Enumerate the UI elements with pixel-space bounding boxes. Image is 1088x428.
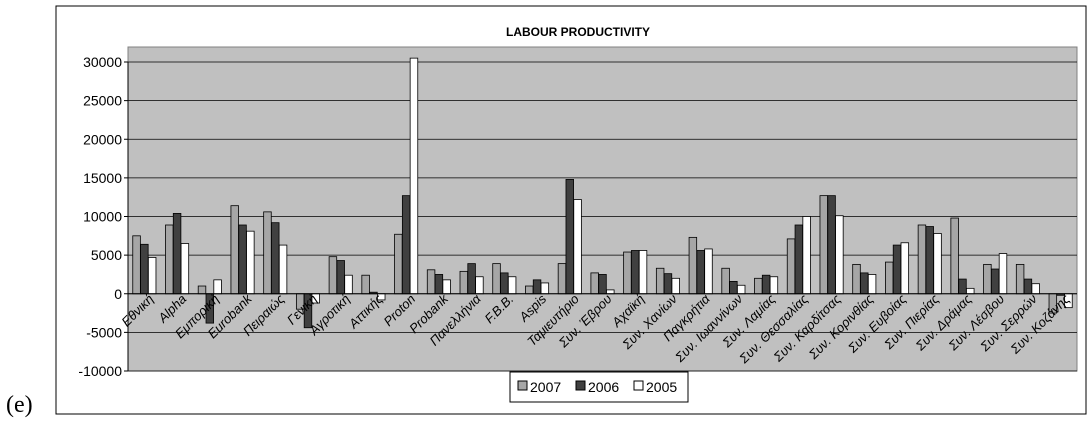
chart-title: LABOUR PRODUCTIVITY <box>506 25 650 39</box>
bar-2007-16 <box>655 267 665 295</box>
bar-2005-9 <box>442 279 451 295</box>
bar-2007-12 <box>525 285 534 295</box>
bar-2005-4 <box>278 244 288 295</box>
legend-label-2006: 2006 <box>588 379 619 395</box>
bar-2007-22 <box>852 263 861 295</box>
bar-2007-19 <box>754 277 763 295</box>
legend-box <box>509 371 689 403</box>
bar-2007-2 <box>197 285 207 295</box>
bar-2005-13 <box>573 199 582 295</box>
bar-2005-25 <box>966 287 975 295</box>
bar-2007-18 <box>721 267 730 295</box>
bar-2005-21 <box>835 215 844 295</box>
bar-2007-1 <box>165 224 174 295</box>
bar-2005-1 <box>180 243 190 295</box>
panel-label: (e) <box>6 392 33 418</box>
bar-2005-19 <box>769 276 779 295</box>
bar-2005-22 <box>867 274 877 295</box>
bar-2005-0 <box>147 257 157 295</box>
bar-2006-24 <box>925 226 934 295</box>
bar-2007-23 <box>885 261 894 295</box>
y-axis-ticks: -10000 -5000 0 5000 10000 15000 20000 25000 3000… <box>78 54 129 379</box>
bar-2005-3 <box>246 230 255 295</box>
bar-2005-27 <box>1031 283 1040 295</box>
bar-2007-6 <box>328 256 338 295</box>
legend-swatch-2005 <box>633 380 644 391</box>
bar-2007-21 <box>819 195 828 295</box>
bar-2007-17 <box>688 236 698 295</box>
bar-2005-24 <box>933 233 942 295</box>
bar-2006-3 <box>238 224 247 295</box>
bar-2006-23 <box>892 244 902 295</box>
bar-2006-0 <box>140 243 149 295</box>
bar-2006-1 <box>172 213 182 295</box>
bar-2006-10 <box>467 263 476 295</box>
bar-2006-13 <box>565 179 574 295</box>
bar-2007-27 <box>1015 263 1025 295</box>
bar-2006-17 <box>696 250 705 295</box>
bar-2005-23 <box>900 242 910 295</box>
bar-2005-2 <box>213 279 222 295</box>
bar-2006-11 <box>500 272 509 295</box>
bar-2007-24 <box>917 224 927 295</box>
y-tick-label: -5000 <box>86 324 122 340</box>
legend-label-2005: 2005 <box>646 379 677 395</box>
bar-2007-26 <box>983 263 992 295</box>
bar-2005-18 <box>736 284 746 295</box>
bar-2006-21 <box>827 195 836 295</box>
bar-2006-26 <box>990 268 1000 295</box>
bar-2005-16 <box>671 277 680 295</box>
y-tick-label: 0 <box>114 286 122 302</box>
bar-2007-20 <box>786 238 796 295</box>
y-tick-label: 25000 <box>83 93 122 109</box>
bar-2005-12 <box>540 282 550 295</box>
bar-2006-20 <box>794 224 804 295</box>
legend-swatch-2006 <box>575 380 586 391</box>
bar-2006-6 <box>336 260 345 295</box>
legend-label-2007: 2007 <box>530 379 561 395</box>
bar-2005-11 <box>507 276 517 295</box>
bar-2007-3 <box>230 205 239 295</box>
bar-2007-8 <box>394 233 403 295</box>
bar-2005-14 <box>606 289 615 295</box>
bars <box>132 57 1073 329</box>
y-tick-label: 10000 <box>83 209 122 225</box>
bar-2006-4 <box>271 222 280 295</box>
y-tick-label: 15000 <box>83 170 122 186</box>
bar-2006-22 <box>860 272 869 295</box>
bar-2007-25 <box>950 217 959 295</box>
y-tick-label: 30000 <box>83 54 122 70</box>
legend: 2007 2006 2005 <box>509 371 689 403</box>
bar-2007-11 <box>492 263 501 295</box>
bar-2007-0 <box>132 235 141 295</box>
y-tick-label: 20000 <box>83 131 122 147</box>
bar-2007-15 <box>623 251 632 295</box>
bar-2005-10 <box>475 276 484 295</box>
bar-2005-6 <box>344 274 353 295</box>
bar-2007-10 <box>459 270 469 295</box>
bar-2005-17 <box>704 248 713 295</box>
bar-2006-14 <box>598 274 607 295</box>
bar-2006-15 <box>631 250 640 295</box>
bar-2007-4 <box>263 211 272 295</box>
y-tick-label: -10000 <box>78 363 122 379</box>
bar-2006-9 <box>434 274 444 295</box>
legend-swatch-2007 <box>517 380 528 391</box>
bar-2006-16 <box>663 273 673 295</box>
bar-2005-20 <box>802 216 811 295</box>
bar-2006-8 <box>401 195 411 295</box>
bar-2006-19 <box>761 274 771 295</box>
bar-2007-14 <box>590 272 599 295</box>
bar-2007-7 <box>361 274 370 295</box>
bar-2005-15 <box>638 250 648 295</box>
bar-2005-8 <box>409 57 419 295</box>
y-tick-label: 5000 <box>91 247 122 263</box>
bar-2005-26 <box>998 253 1008 295</box>
bar-2007-9 <box>426 269 436 295</box>
bar-2007-13 <box>557 263 567 295</box>
